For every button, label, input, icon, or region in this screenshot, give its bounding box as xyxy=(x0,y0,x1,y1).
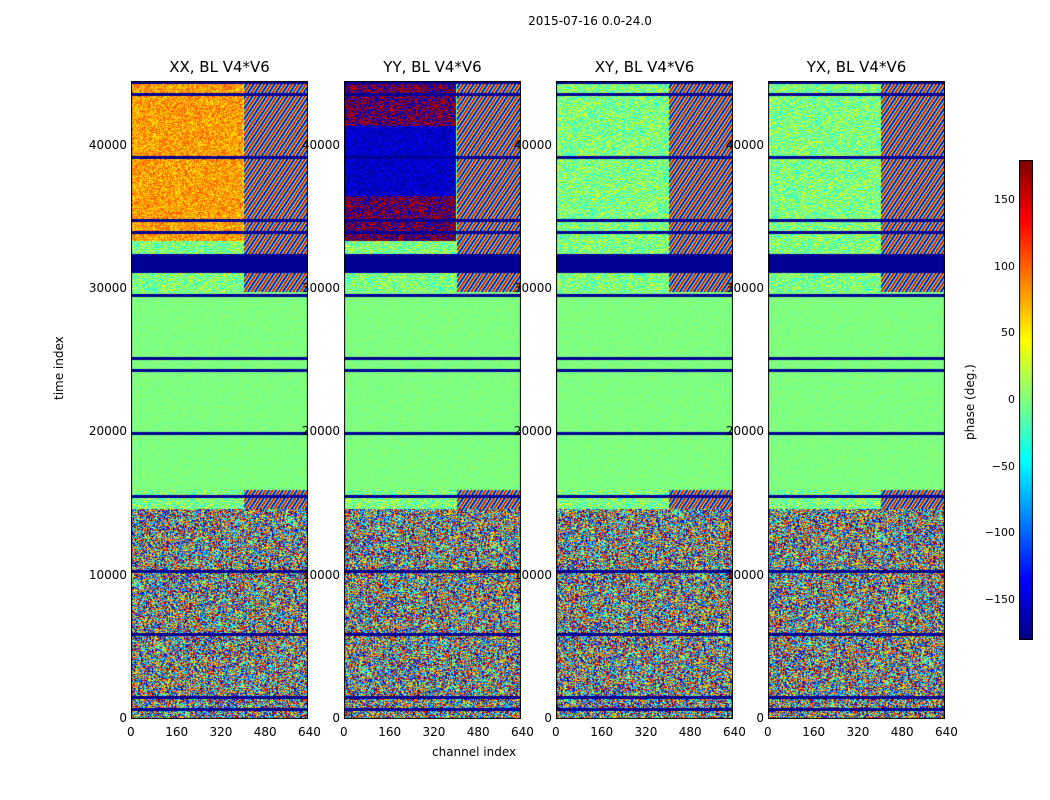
colorbar-tick-label: −50 xyxy=(991,459,1015,473)
x-tick-label: 480 xyxy=(678,725,702,739)
y-tick-label: 40000 xyxy=(725,137,764,152)
colorbar-tick-label: 0 xyxy=(1008,393,1015,406)
x-tick-label: 640 xyxy=(935,725,958,739)
heatmap-panel-yx xyxy=(768,81,945,719)
panel-title-yx: YX, BL V4*V6 xyxy=(806,58,907,76)
x-tick-label: 480 xyxy=(253,725,277,739)
colorbar xyxy=(1019,160,1033,640)
y-tick-label: 30000 xyxy=(88,280,127,295)
panel-title-yy: YY, BL V4*V6 xyxy=(383,58,482,76)
x-tick-label: 160 xyxy=(590,725,614,739)
x-tick-label: 0 xyxy=(764,725,772,739)
x-tick-label: 0 xyxy=(340,725,348,739)
panel-title-xx: XX, BL V4*V6 xyxy=(169,58,270,76)
y-axis-label: time index xyxy=(52,336,66,400)
x-tick-label: 0 xyxy=(552,725,560,739)
x-tick-label: 320 xyxy=(422,725,446,739)
colorbar-tick-label: 150 xyxy=(994,193,1015,206)
x-tick-label: 0 xyxy=(127,725,135,739)
x-tick-label: 480 xyxy=(890,725,914,739)
y-tick-label: 10000 xyxy=(513,567,552,582)
x-tick-label: 160 xyxy=(378,725,402,739)
y-tick-label: 20000 xyxy=(513,424,552,439)
x-tick-label: 640 xyxy=(723,725,746,739)
y-tick-label: 10000 xyxy=(301,567,340,582)
y-tick-label: 10000 xyxy=(725,567,764,582)
y-tick-label: 40000 xyxy=(88,137,127,152)
x-tick-label: 320 xyxy=(846,725,870,739)
y-tick-label: 30000 xyxy=(725,280,764,295)
y-tick-label: 0 xyxy=(544,711,552,725)
y-tick-label: 20000 xyxy=(725,424,764,439)
y-tick-label: 40000 xyxy=(513,137,552,152)
y-tick-label: 10000 xyxy=(88,567,127,582)
y-tick-label: 0 xyxy=(332,711,340,725)
x-tick-label: 640 xyxy=(298,725,321,739)
figure-title: 2015-07-16 0.0-24.0 xyxy=(528,14,652,28)
heatmap-panel-yy xyxy=(344,81,521,719)
x-axis-label: channel index xyxy=(432,745,517,759)
x-tick-label: 320 xyxy=(209,725,233,739)
panel-title-xy: XY, BL V4*V6 xyxy=(594,58,695,76)
x-tick-label: 480 xyxy=(466,725,490,739)
colorbar-label: phase (deg.) xyxy=(963,364,977,440)
colorbar-tick-label: −100 xyxy=(984,526,1015,540)
y-tick-label: 20000 xyxy=(88,424,127,439)
colorbar-tick-label: 50 xyxy=(1001,326,1015,340)
y-tick-label: 0 xyxy=(119,711,127,725)
y-tick-label: 30000 xyxy=(301,280,340,295)
x-tick-label: 640 xyxy=(511,725,534,739)
y-tick-label: 0 xyxy=(756,711,764,725)
colorbar-tick-label: −150 xyxy=(984,593,1015,606)
y-tick-label: 20000 xyxy=(301,424,340,439)
heatmap-panel-xx xyxy=(131,81,308,719)
x-tick-label: 320 xyxy=(634,725,658,739)
y-tick-label: 40000 xyxy=(301,137,340,152)
heatmap-panel-xy xyxy=(556,81,733,719)
colorbar-tick-label: 100 xyxy=(994,259,1015,273)
x-tick-label: 160 xyxy=(802,725,826,739)
y-tick-label: 30000 xyxy=(513,280,552,295)
x-tick-label: 160 xyxy=(165,725,189,739)
